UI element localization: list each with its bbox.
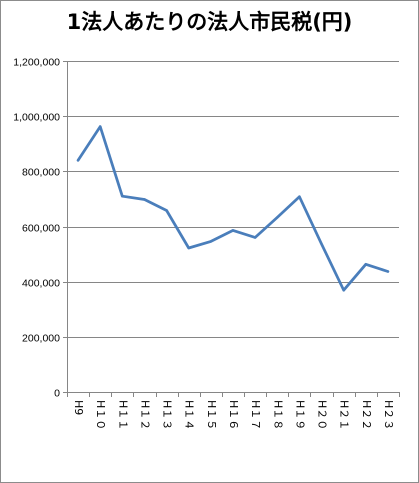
y-axis-tick-labels: 0 200,000 400,000 600,000 800,000 1,000,000 1,… <box>13 57 60 400</box>
y-tick-label: 200,000 <box>22 333 60 345</box>
data-point <box>76 159 80 162</box>
data-point <box>209 240 213 243</box>
x-tick-label: H１９ <box>293 400 306 430</box>
y-tick-label: 600,000 <box>22 223 60 235</box>
x-tick-label: H9 <box>72 400 85 415</box>
grid-lines <box>67 61 399 338</box>
data-point <box>187 246 190 250</box>
x-tick-label: H１６ <box>227 400 240 430</box>
axes <box>63 61 400 397</box>
series-line <box>76 125 390 292</box>
data-point <box>342 289 345 292</box>
x-tick-label: H１２ <box>138 400 151 430</box>
data-point <box>231 229 235 232</box>
data-point <box>253 236 257 239</box>
x-tick-label: H１０ <box>94 400 107 430</box>
y-tick-label: 0 <box>54 388 60 400</box>
data-point <box>276 216 279 219</box>
y-tick-label: 400,000 <box>22 278 60 290</box>
data-point <box>121 195 124 198</box>
y-tick-label: 1,000,000 <box>13 112 60 124</box>
x-tick-label: H１３ <box>161 400 174 430</box>
series-layer <box>76 125 390 292</box>
y-tick-label: 1,200,000 <box>13 57 60 69</box>
data-point <box>364 263 367 266</box>
x-tick-label: H１７ <box>249 400 262 430</box>
data-point <box>386 270 390 273</box>
x-tick-label: H１１ <box>116 400 129 430</box>
data-point <box>143 198 146 201</box>
data-point <box>298 195 301 198</box>
data-point <box>165 209 168 212</box>
x-tick-label: H２０ <box>316 400 329 430</box>
x-tick-label: H１８ <box>271 400 284 430</box>
x-tick-label: H２２ <box>360 400 373 430</box>
y-tick-label: 800,000 <box>22 167 60 179</box>
x-tick-label: H２３ <box>382 400 395 430</box>
data-point <box>99 125 102 128</box>
x-tick-label: H１５ <box>205 400 218 430</box>
x-axis-tick-labels: H9 H１０ H１１ H１２ H１３ H１４ H１５ H１６ H１７ H１８ H１９ H２０ H２１ H２… <box>72 400 395 430</box>
x-tick-label: H２１ <box>338 400 351 430</box>
x-tick-label: H１４ <box>183 400 196 430</box>
chart-title: 1法人あたりの法人市民税(円) <box>66 10 353 34</box>
data-point <box>320 242 323 246</box>
